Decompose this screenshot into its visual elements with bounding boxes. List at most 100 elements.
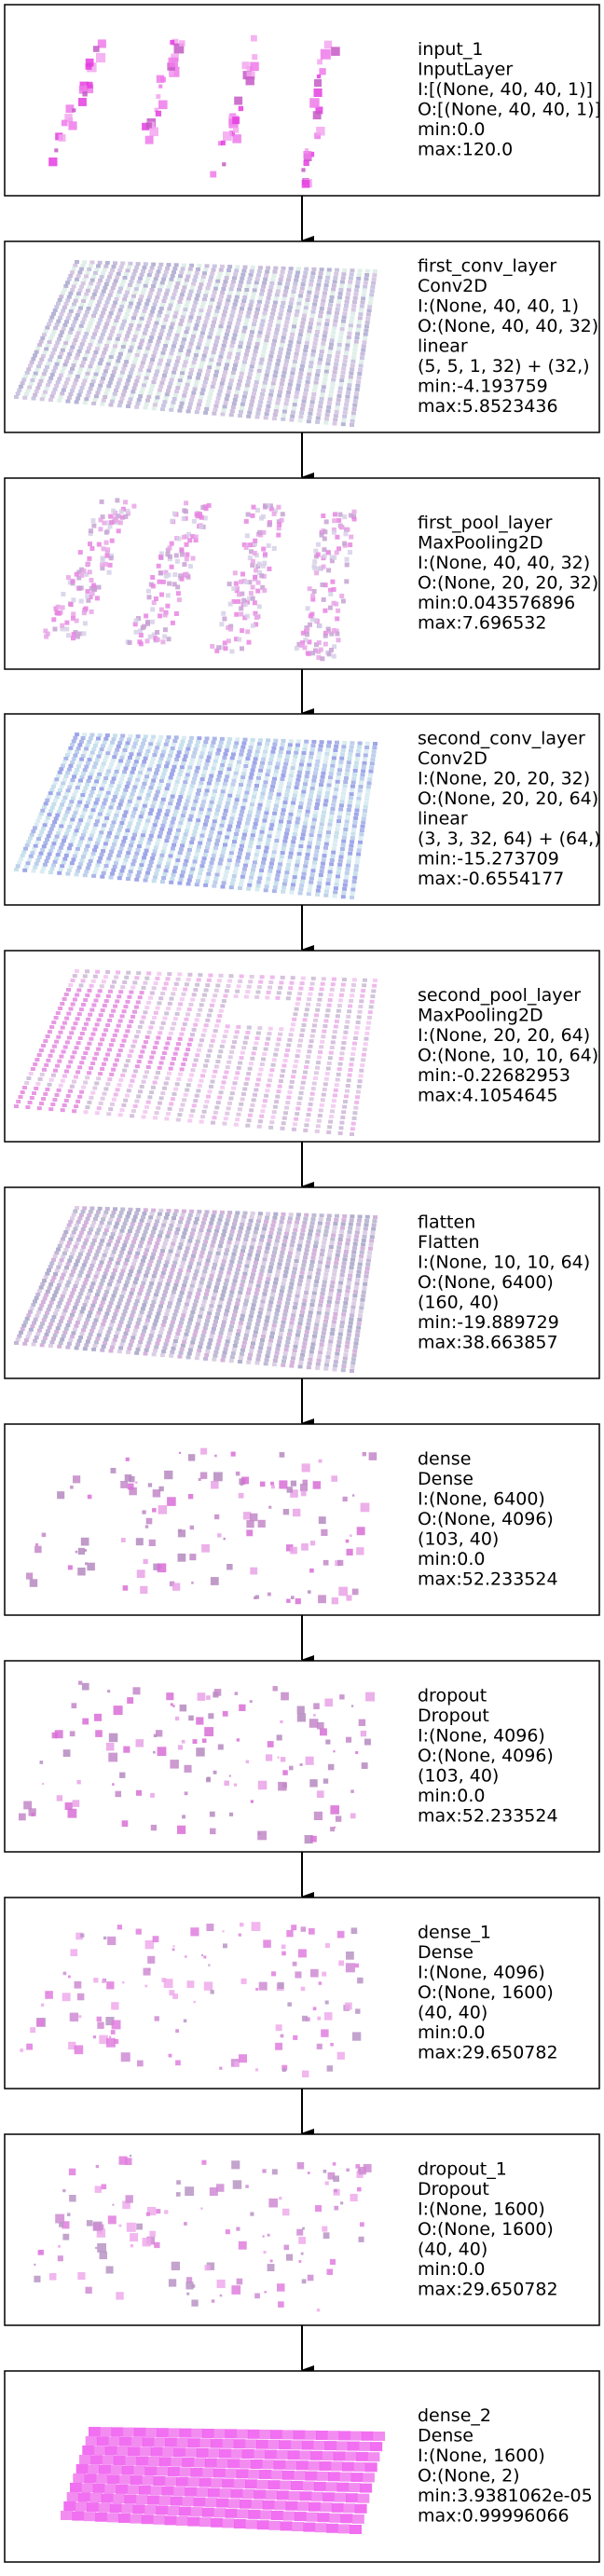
layer-detail-line: O:(None, 4096) [418, 1746, 554, 1766]
layer-name: dense [418, 1448, 471, 1469]
layer-box [4, 1423, 600, 1616]
layer-name: first_pool_layer [418, 513, 553, 533]
layer-detail-line: min:0.0 [418, 1786, 485, 1806]
layer-detail-line: I:(None, 6400) [418, 1488, 545, 1509]
layer-name: second_pool_layer [418, 985, 581, 1006]
layer-detail-line: Dense [418, 1469, 474, 1489]
layer-detail-line: max:29.650782 [418, 2042, 558, 2062]
layer-detail-line: I:(None, 10, 10, 64) [418, 1252, 590, 1272]
layer-visualization [14, 969, 378, 1136]
layer-name: dense_1 [418, 1922, 491, 1942]
layer-visualization [20, 1922, 364, 2077]
layer-detail-line: max:52.233524 [418, 1805, 558, 1826]
layer-detail-line: min:-4.193759 [418, 377, 548, 397]
layer-visualization [14, 733, 378, 899]
layer-box [4, 4, 600, 197]
layer-detail-line: max:7.696532 [418, 613, 546, 634]
layer-detail-line: Conv2D [418, 276, 487, 296]
layer-name: flatten [418, 1212, 475, 1232]
layer-detail-line: (103, 40) [418, 1765, 499, 1786]
layer-detail-line: Conv2D [418, 748, 487, 769]
layer-detail-line: max:-0.6554177 [418, 869, 564, 889]
layer-detail-line: I:(None, 20, 20, 32) [418, 769, 590, 789]
layer-visualization [61, 2427, 385, 2534]
layer-detail-line: (40, 40) [418, 2002, 487, 2022]
layer-detail-line: (5, 5, 1, 32) + (32,) [418, 356, 590, 377]
layer-detail-line: min:-19.889729 [418, 1312, 559, 1333]
layer-visualization [14, 1206, 378, 1373]
layer-detail-line: I:[(None, 40, 40, 1)] [418, 79, 593, 100]
layer-detail-line: O:(None, 4096) [418, 1509, 554, 1529]
layer-detail-line: max:38.663857 [418, 1332, 558, 1352]
layer-name: dense_2 [418, 2405, 491, 2426]
layer-detail-line: (3, 3, 32, 64) + (64,) [418, 829, 601, 849]
layer-name: dropout_1 [418, 2158, 507, 2179]
layer-name: dropout [418, 1685, 487, 1706]
layer-detail-line: Dropout [418, 2179, 489, 2199]
layer-name: first_conv_layer [418, 256, 556, 277]
layer-detail-line: O:(None, 20, 20, 64) [418, 788, 598, 809]
layer-name: input_1 [418, 39, 483, 60]
layer-detail-line: O:[(None, 40, 40, 1)] [418, 100, 601, 120]
layer-box [4, 1660, 600, 1853]
layer-detail-line: MaxPooling2D [418, 1006, 543, 1026]
layer-detail-line: (160, 40) [418, 1292, 499, 1312]
layer-detail-line: I:(None, 40, 40, 1) [418, 296, 579, 317]
layer-detail-line: max:52.233524 [418, 1569, 558, 1589]
layer-detail-line: max:5.8523436 [418, 396, 558, 417]
layer-detail-line: O:(None, 1600) [418, 1982, 554, 2003]
layer-visualization [43, 498, 357, 662]
layer-detail-line: max:120.0 [418, 140, 513, 160]
layer-detail-line: Dense [418, 1942, 474, 1963]
layer-visualization [19, 1680, 375, 1844]
layer-detail-line: Dropout [418, 1706, 489, 1726]
layer-visualization [26, 1447, 378, 1605]
layer-detail-line: linear [418, 336, 468, 357]
layer-detail-line: min:3.9381062e-05 [418, 2486, 593, 2506]
layer-detail-line: O:(None, 2) [418, 2466, 520, 2487]
layer-detail-line: O:(None, 1600) [418, 2219, 554, 2240]
layer-detail-line: min:0.0 [418, 2259, 485, 2280]
layer-detail-line: min:0.0 [418, 119, 485, 140]
layer-detail-line: I:(None, 1600) [418, 2446, 545, 2466]
layer-detail-line: min:0.0 [418, 2022, 485, 2043]
layer-visualization [14, 260, 378, 427]
layer-detail-line: I:(None, 4096) [418, 1962, 545, 1982]
layer-detail-line: max:29.650782 [418, 2279, 558, 2299]
layer-detail-line: max:0.99996066 [418, 2506, 570, 2527]
layer-detail-line: I:(None, 40, 40, 32) [418, 553, 590, 573]
layer-detail-line: min:-15.273709 [418, 849, 559, 870]
layer-detail-line: I:(None, 1600) [418, 2199, 545, 2219]
layer-detail-line: Flatten [418, 1232, 479, 1253]
layer-detail-line: I:(None, 20, 20, 64) [418, 1025, 590, 1046]
layer-detail-line: O:(None, 40, 40, 32) [418, 316, 598, 336]
layer-name: second_conv_layer [418, 729, 585, 749]
layer-detail-line: InputLayer [418, 60, 513, 80]
layer-visualization [34, 2155, 372, 2312]
layer-detail-line: O:(None, 10, 10, 64) [418, 1046, 598, 1066]
layer-detail-line: min:0.0 [418, 1549, 485, 1569]
layer-detail-line: I:(None, 4096) [418, 1725, 545, 1746]
layer-detail-line: (103, 40) [418, 1528, 499, 1549]
layer-detail-line: min:-0.22682953 [418, 1065, 570, 1086]
layer-detail-line: (40, 40) [418, 2239, 487, 2259]
layer-detail-line: MaxPooling2D [418, 533, 543, 554]
